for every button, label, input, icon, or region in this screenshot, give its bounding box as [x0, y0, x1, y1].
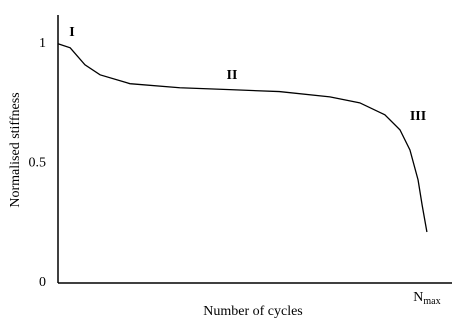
- y-tick-label: 1: [39, 36, 46, 51]
- x-tick-label: Nmax: [413, 290, 440, 307]
- x-tick-label-main: N: [413, 290, 423, 305]
- annotation: II: [227, 68, 238, 83]
- curve: [57, 43, 428, 233]
- x-axis-label: Number of cycles: [203, 304, 303, 319]
- y-axis-label: Normalised stiffness: [8, 92, 23, 207]
- annotation: III: [410, 109, 426, 124]
- y-tick-label: 0.5: [29, 156, 47, 171]
- x-tick-label-subscript: max: [423, 296, 440, 307]
- y-tick-label: 0: [39, 275, 46, 290]
- annotation: I: [69, 25, 74, 40]
